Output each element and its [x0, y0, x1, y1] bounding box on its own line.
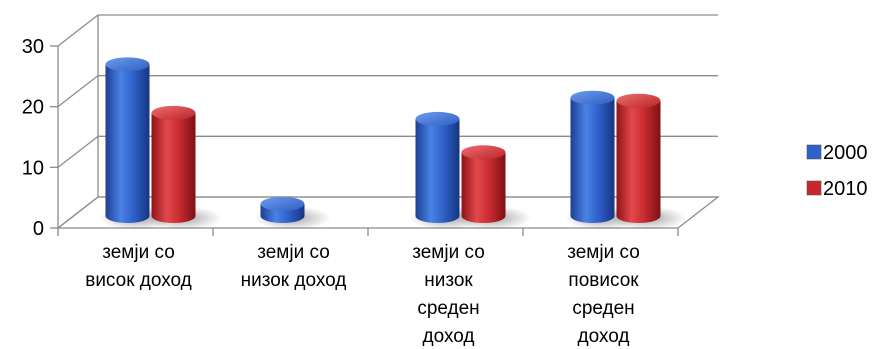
- x-tick-label: земји со: [412, 242, 485, 263]
- y-tick-label: 30: [22, 36, 44, 58]
- x-tick-label: среден: [417, 298, 479, 319]
- x-tick-label: низок доход: [241, 270, 347, 291]
- legend-label-2000: 2000: [823, 142, 868, 164]
- bar-2010-2: [461, 145, 506, 223]
- x-tick-label: висок доход: [85, 270, 192, 291]
- y-axis: 0 10 20 30: [22, 15, 679, 240]
- legend: 2000 2010: [806, 142, 868, 200]
- bar-2000-3: [570, 90, 615, 223]
- legend-swatch-2010: [806, 180, 822, 196]
- x-tick-label: земји со: [567, 242, 640, 263]
- x-tick-label: повисок: [568, 270, 639, 291]
- bar-2010-3: [616, 93, 661, 223]
- x-tick-label: земји со: [102, 242, 175, 263]
- legend-label-2010: 2010: [823, 178, 868, 200]
- bar-body: [616, 100, 661, 223]
- y-tick-label: 10: [22, 157, 44, 179]
- bar-top: [260, 196, 305, 211]
- bar-body: [151, 112, 196, 223]
- bar-body: [461, 152, 506, 223]
- side-gridline-20: [57, 75, 99, 108]
- x-axis-labels: земји со висок доход земји со низок доход зе…: [85, 242, 640, 347]
- legend-swatch-2000: [806, 144, 822, 160]
- side-gridline-30: [57, 14, 99, 47]
- bar-body: [415, 118, 460, 223]
- bar-body: [570, 97, 615, 223]
- bars: [105, 57, 661, 223]
- bar-2010-0: [151, 105, 196, 223]
- side-gridline-10: [57, 135, 99, 168]
- chart-floor: [56, 196, 720, 229]
- bar-body: [105, 64, 150, 223]
- x-tick-label: низок: [424, 270, 473, 291]
- bar-top: [105, 57, 150, 72]
- bar-top: [616, 93, 661, 108]
- y-tick-label: 20: [22, 97, 44, 119]
- y-tick-label: 0: [33, 218, 44, 240]
- x-tick-label: доход: [423, 326, 475, 347]
- x-tick-label: среден: [572, 298, 634, 319]
- bar-top: [151, 105, 196, 120]
- bar-top: [570, 90, 615, 105]
- x-tick-label: земји со: [257, 242, 330, 263]
- bar-top: [461, 145, 506, 160]
- bar-2000-2: [415, 111, 460, 223]
- bar-2000-1: [260, 196, 305, 223]
- bar-2000-0: [105, 57, 150, 223]
- x-tick-label: доход: [578, 326, 630, 347]
- grid: [56, 14, 720, 229]
- bar-top: [415, 111, 460, 126]
